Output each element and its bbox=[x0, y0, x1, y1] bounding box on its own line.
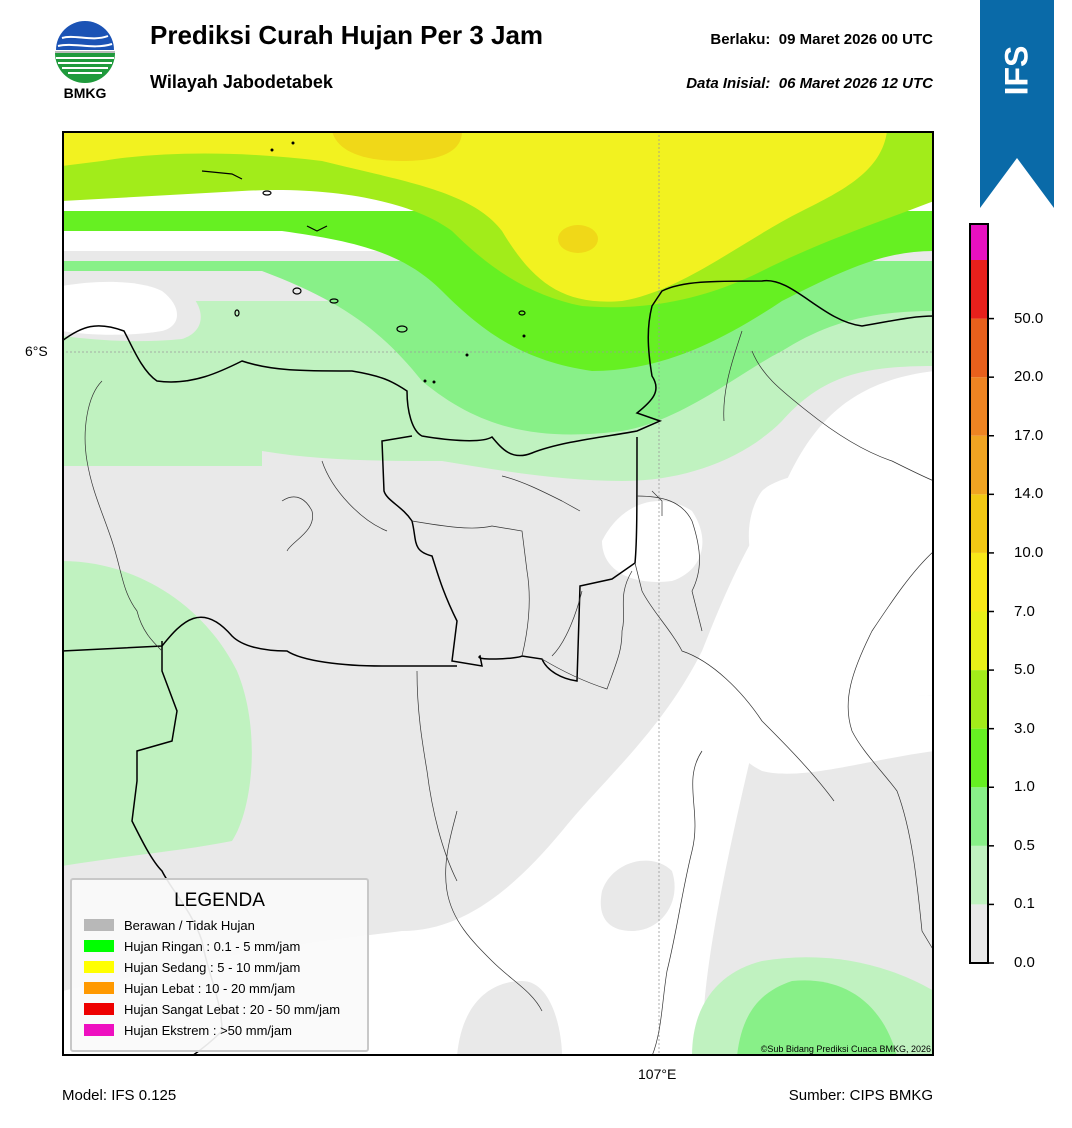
legend-swatch bbox=[84, 982, 114, 994]
colorbar-label: 5.0 bbox=[1014, 661, 1035, 679]
bmkg-logo-icon bbox=[55, 21, 115, 83]
source-info: Sumber: CIPS BMKG bbox=[788, 1087, 933, 1104]
colorbar-label: 3.0 bbox=[1014, 719, 1035, 737]
legend-item-label: Hujan Sangat Lebat : 20 - 50 mm/jam bbox=[124, 1001, 341, 1017]
colorbar-segment bbox=[970, 224, 988, 260]
legend-item-label: Hujan Sedang : 5 - 10 mm/jam bbox=[124, 959, 301, 975]
page-title: Prediksi Curah Hujan Per 3 Jam bbox=[150, 20, 544, 50]
colorbar-segment bbox=[970, 787, 988, 846]
colorbar-segment bbox=[970, 435, 988, 495]
legend-item: Hujan Ekstrem : >50 mm/jam bbox=[84, 1022, 292, 1038]
colorbar-label: 0.5 bbox=[1014, 836, 1035, 854]
legend-item: Hujan Sangat Lebat : 20 - 50 mm/jam bbox=[84, 1001, 340, 1017]
legend-title: LEGENDA bbox=[174, 890, 265, 911]
init-time: Data Inisial: 06 Maret 2026 12 UTC bbox=[686, 75, 933, 92]
colorbar-label: 50.0 bbox=[1014, 309, 1044, 327]
colorbar-segment bbox=[970, 845, 988, 905]
colorbar-label: 17.0 bbox=[1014, 426, 1044, 444]
legend-item: Hujan Ringan : 0.1 - 5 mm/jam bbox=[84, 938, 300, 954]
valid-time-label: Berlaku: bbox=[710, 31, 771, 48]
legend-item-label: Hujan Ekstrem : >50 mm/jam bbox=[124, 1022, 292, 1038]
page-subtitle: Wilayah Jabodetabek bbox=[150, 72, 333, 92]
legend-item: Berawan / Tidak Hujan bbox=[84, 917, 255, 933]
colorbar-segment bbox=[970, 552, 988, 612]
legend-swatch bbox=[84, 1003, 114, 1015]
model-info: Model: IFS 0.125 bbox=[62, 1087, 177, 1104]
colorbar-label: 1.0 bbox=[1014, 778, 1035, 796]
colorbar-label: 20.0 bbox=[1014, 368, 1044, 386]
legend-item-label: Hujan Ringan : 0.1 - 5 mm/jam bbox=[124, 938, 301, 954]
legend-swatch bbox=[84, 1024, 114, 1036]
legend-item: Hujan Lebat : 10 - 20 mm/jam bbox=[84, 980, 295, 996]
colorbar-segment bbox=[970, 611, 988, 671]
colorbar-label: 0.1 bbox=[1014, 895, 1035, 913]
valid-time-value: 09 Maret 2026 00 UTC bbox=[778, 31, 933, 48]
legend-item-label: Hujan Lebat : 10 - 20 mm/jam bbox=[124, 980, 296, 996]
legend-item-label: Berawan / Tidak Hujan bbox=[124, 917, 255, 933]
latitude-label: 6°S bbox=[25, 343, 48, 359]
colorbar-segment bbox=[970, 494, 988, 553]
colorbar-frame bbox=[969, 223, 989, 964]
colorbar-segment bbox=[970, 904, 988, 963]
colorbar-segment bbox=[970, 318, 988, 378]
colorbar-segment bbox=[970, 728, 988, 788]
ifs-badge bbox=[980, 0, 1054, 208]
logo-text: BMKG bbox=[63, 85, 107, 101]
init-time-label: Data Inisial: bbox=[686, 75, 771, 92]
colorbar-label: 7.0 bbox=[1014, 602, 1035, 620]
valid-time: Berlaku: 09 Maret 2026 00 UTC bbox=[710, 31, 933, 48]
legend-swatch bbox=[84, 919, 114, 931]
colorbar-label: 0.0 bbox=[1014, 954, 1035, 971]
init-time-value: 06 Maret 2026 12 UTC bbox=[778, 75, 933, 92]
copyright-text: ©Sub Bidang Prediksi Cuaca BMKG, 2026 bbox=[760, 1044, 931, 1054]
colorbar-label: 10.0 bbox=[1014, 543, 1044, 561]
legend-box: LEGENDA Berawan / Tidak Hujan Hujan Ring… bbox=[70, 878, 369, 1052]
legend-swatch bbox=[84, 940, 114, 952]
colorbar-segment bbox=[970, 377, 988, 436]
colorbar-label: 14.0 bbox=[1014, 485, 1044, 503]
ifs-badge-text: IFS bbox=[998, 45, 1035, 95]
legend-item: Hujan Sedang : 5 - 10 mm/jam bbox=[84, 959, 300, 975]
colorbar-segment bbox=[970, 260, 988, 319]
colorbar bbox=[969, 223, 994, 964]
legend-swatch bbox=[84, 961, 114, 973]
colorbar-segment bbox=[970, 670, 988, 729]
longitude-label: 107°E bbox=[638, 1066, 677, 1082]
